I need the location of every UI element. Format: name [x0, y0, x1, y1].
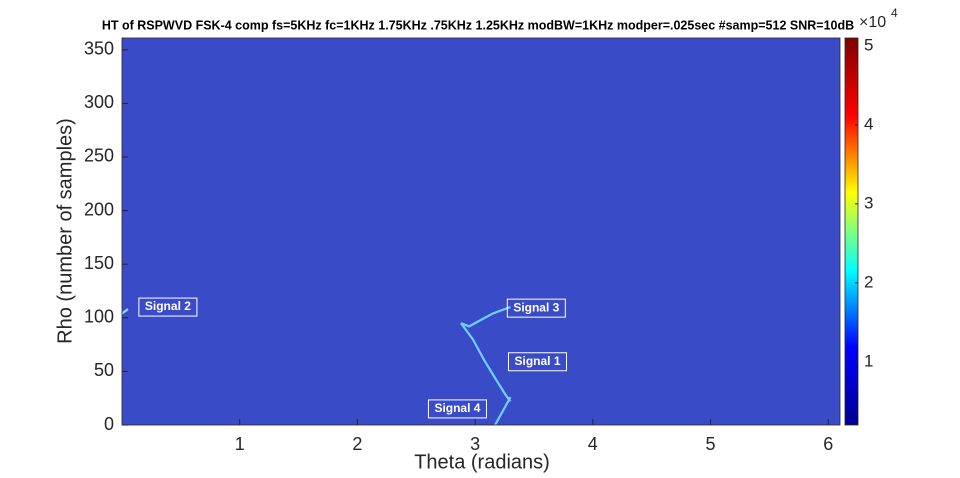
y-tick-label: 250: [84, 146, 114, 166]
annotation-label: Signal 3: [513, 300, 559, 314]
plot-frame: [121, 37, 841, 426]
signal-trace: [460, 322, 512, 403]
chart-title: HT of RSPWVD FSK-4 comp fs=5KHz fc=1KHz …: [102, 18, 854, 32]
colorbar-multiplier: ×10: [859, 14, 886, 31]
signal-trace: [460, 306, 511, 328]
y-axis-label: Rho (number of samples): [54, 118, 76, 344]
y-tick-label: 100: [84, 307, 114, 327]
y-tick-label: 300: [84, 92, 114, 112]
annotation-label: Signal 1: [514, 354, 560, 368]
annotation-box: [138, 297, 198, 317]
annotation-box: [427, 399, 487, 419]
y-tick-label: 0: [104, 414, 114, 434]
annotation-label: Signal 2: [145, 299, 191, 313]
colorbar-tick-label: 4: [864, 114, 873, 133]
x-tick-label: 1: [235, 434, 245, 454]
colorbar-tick-label: 5: [864, 35, 873, 54]
y-tick-label: 50: [94, 360, 114, 380]
x-tick-label: 2: [352, 434, 362, 454]
x-tick-label: 3: [470, 434, 480, 454]
y-tick-label: 150: [84, 253, 114, 273]
x-tick-label: 4: [588, 434, 598, 454]
x-tick-label: 6: [823, 434, 833, 454]
signal-trace: [494, 396, 512, 426]
y-tick-label: 200: [84, 199, 114, 219]
x-tick-label: 5: [706, 434, 716, 454]
annotation-label: Signal 4: [434, 401, 480, 415]
annotation-box: [506, 298, 566, 318]
annotation-box: [507, 352, 568, 372]
x-axis-label: Theta (radians): [414, 451, 550, 473]
colorbar-exponent: 4: [891, 6, 898, 20]
colorbar-tick-label: 1: [864, 351, 873, 370]
y-tick-label: 350: [84, 39, 114, 59]
colorbar-tick-label: 3: [864, 193, 873, 212]
colorbar-tick-label: 2: [864, 272, 873, 291]
signal-trace: [121, 308, 129, 315]
heatmap-background: [122, 38, 840, 425]
colorbar: [844, 37, 859, 426]
